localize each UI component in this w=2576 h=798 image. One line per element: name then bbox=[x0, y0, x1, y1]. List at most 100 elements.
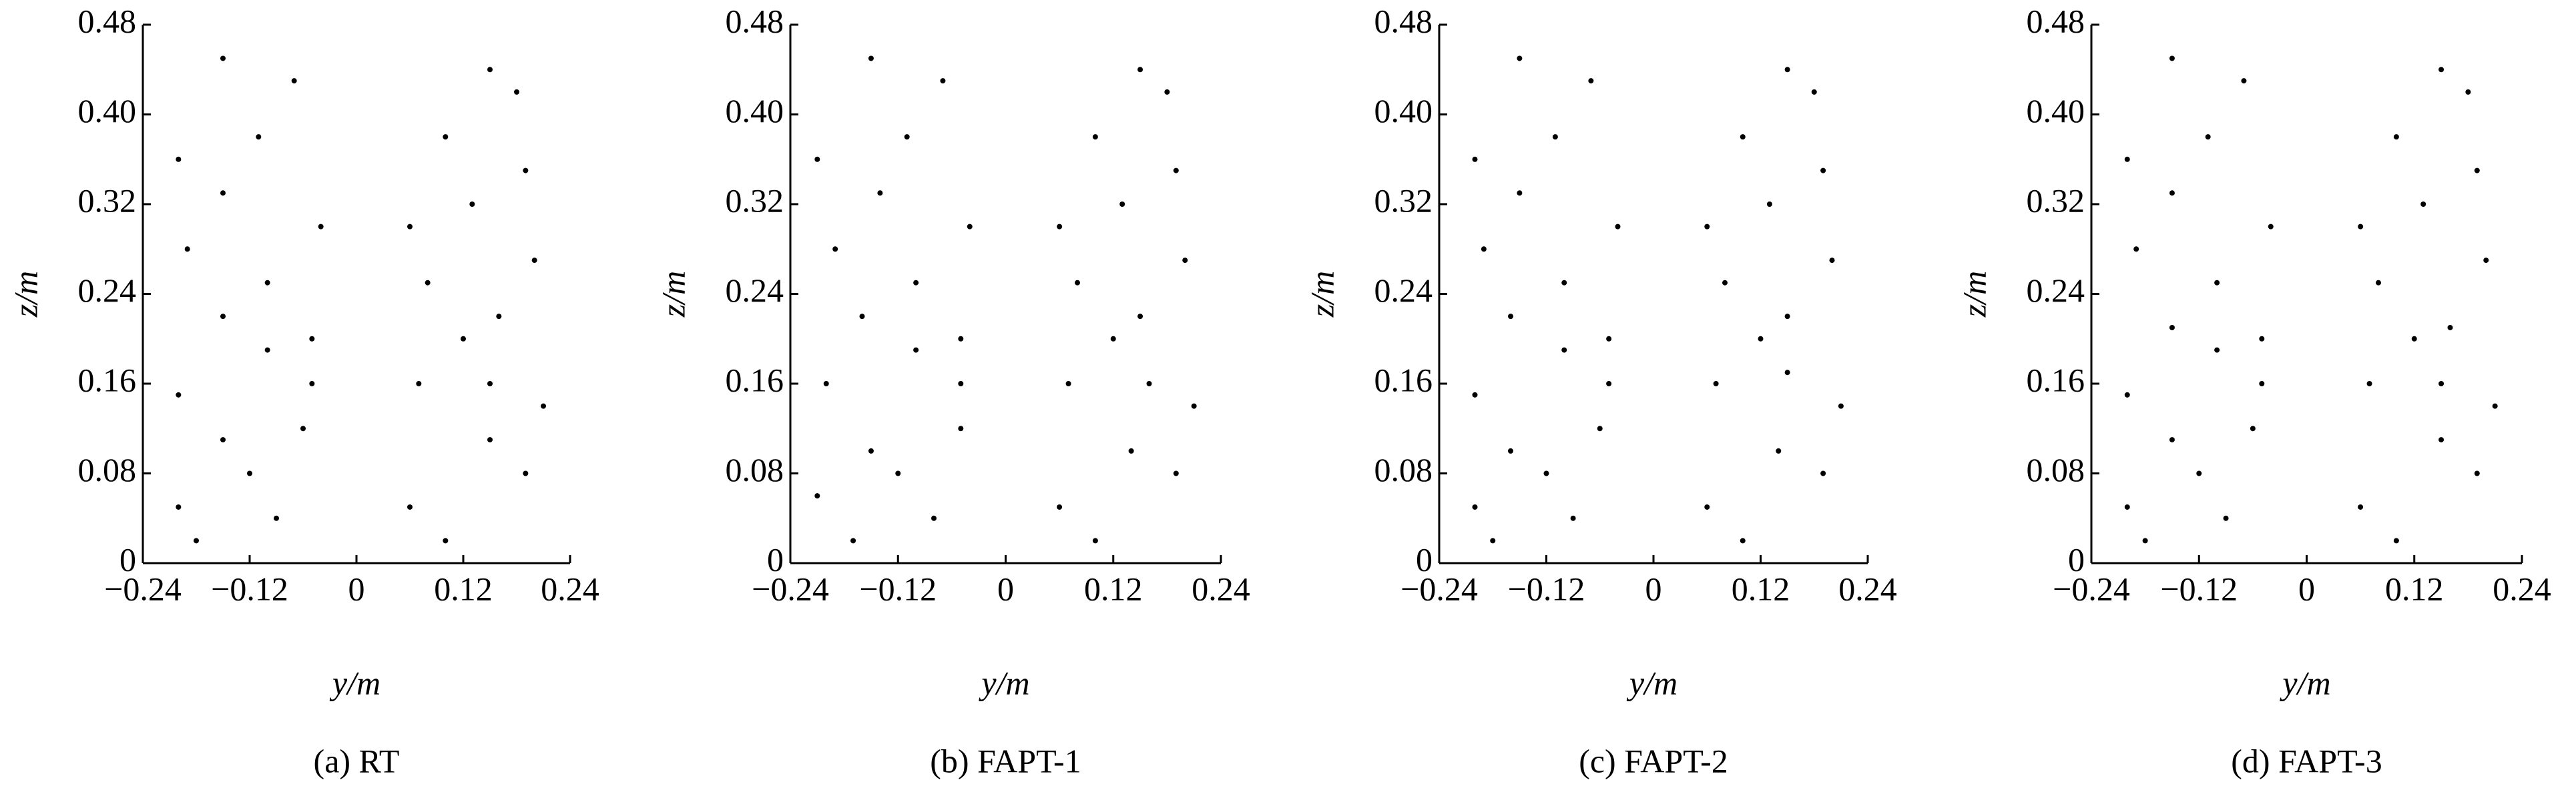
x-tick-label: −0.12 bbox=[1508, 570, 1585, 607]
point bbox=[1110, 336, 1116, 342]
point bbox=[1490, 538, 1496, 544]
point bbox=[1119, 202, 1125, 207]
x-tick-label: −0.24 bbox=[2053, 570, 2130, 607]
point bbox=[514, 89, 519, 95]
y-tick-label: 0 bbox=[767, 540, 784, 578]
point bbox=[1472, 504, 1478, 510]
point bbox=[1057, 224, 1063, 230]
point bbox=[487, 381, 493, 386]
x-tick-label: 0.12 bbox=[1084, 570, 1143, 607]
point bbox=[176, 504, 182, 510]
point bbox=[2169, 55, 2175, 61]
point bbox=[194, 538, 199, 544]
y-tick-label: 0.48 bbox=[78, 2, 137, 39]
point bbox=[1758, 336, 1764, 342]
y-tick-label: 0.32 bbox=[1374, 181, 1433, 219]
y-tick-label: 0.24 bbox=[2027, 272, 2085, 309]
x-tick-label: 0.12 bbox=[434, 570, 493, 607]
x-tick-label: 0 bbox=[997, 570, 1014, 607]
point bbox=[1820, 470, 1826, 476]
y-axis-label: z/m bbox=[1955, 271, 1993, 318]
point bbox=[247, 470, 252, 476]
point bbox=[2438, 381, 2444, 386]
point bbox=[309, 381, 315, 386]
point bbox=[407, 504, 413, 510]
point bbox=[2438, 67, 2444, 73]
point bbox=[531, 258, 537, 264]
point bbox=[1811, 89, 1817, 95]
y-tick-label: 0.16 bbox=[1374, 361, 1433, 398]
point bbox=[1722, 280, 1728, 286]
point bbox=[1552, 134, 1558, 140]
point bbox=[1481, 246, 1487, 252]
caption: (b) FAPT-1 bbox=[930, 742, 1081, 779]
point bbox=[2483, 258, 2489, 264]
x-tick-label: −0.24 bbox=[1400, 570, 1478, 607]
point bbox=[2214, 347, 2220, 353]
y-tick-label: 0.16 bbox=[2027, 361, 2085, 398]
point bbox=[877, 190, 883, 196]
point bbox=[2492, 403, 2498, 409]
point bbox=[300, 426, 306, 432]
point bbox=[1588, 78, 1594, 84]
point bbox=[1740, 134, 1746, 140]
point bbox=[291, 78, 297, 84]
point bbox=[176, 156, 182, 162]
point bbox=[2376, 280, 2381, 286]
point bbox=[1606, 381, 1612, 386]
point bbox=[416, 381, 422, 386]
point bbox=[487, 437, 493, 443]
x-tick-label: 0.12 bbox=[1732, 570, 1790, 607]
y-axis-label: z/m bbox=[654, 271, 692, 318]
y-axis-label: z/m bbox=[7, 271, 44, 318]
point bbox=[958, 426, 964, 432]
point bbox=[1570, 515, 1576, 521]
y-tick-label: 0.48 bbox=[1374, 2, 1433, 39]
point bbox=[913, 280, 919, 286]
point bbox=[2447, 324, 2453, 330]
point bbox=[2358, 224, 2364, 230]
y-tick-label: 0.32 bbox=[2027, 181, 2085, 219]
point bbox=[2393, 538, 2399, 544]
point bbox=[1057, 504, 1063, 510]
x-tick-label: −0.12 bbox=[2160, 570, 2238, 607]
y-tick-label: 0.40 bbox=[2027, 92, 2085, 129]
point bbox=[220, 437, 226, 443]
point bbox=[443, 538, 449, 544]
point bbox=[859, 314, 865, 320]
point bbox=[958, 381, 964, 386]
point bbox=[1075, 280, 1080, 286]
y-tick-label: 0.08 bbox=[2027, 451, 2085, 488]
point bbox=[541, 403, 546, 409]
point bbox=[523, 167, 529, 173]
point bbox=[1615, 224, 1621, 230]
point bbox=[823, 381, 829, 386]
point bbox=[274, 515, 279, 521]
point bbox=[814, 493, 820, 499]
x-axis-label: y/m bbox=[1626, 664, 1678, 701]
point bbox=[2196, 470, 2202, 476]
point bbox=[2366, 381, 2372, 386]
point bbox=[2420, 202, 2426, 207]
point bbox=[1146, 381, 1152, 386]
point bbox=[2124, 392, 2130, 398]
point bbox=[425, 280, 431, 286]
point bbox=[2223, 515, 2229, 521]
x-tick-label: 0.12 bbox=[2385, 570, 2444, 607]
x-tick-label: −0.12 bbox=[211, 570, 288, 607]
y-tick-label: 0.32 bbox=[78, 181, 137, 219]
y-tick-label: 0.24 bbox=[726, 272, 784, 309]
point bbox=[1606, 336, 1612, 342]
point bbox=[2124, 156, 2130, 162]
point bbox=[2358, 504, 2364, 510]
point bbox=[1508, 448, 1513, 454]
point bbox=[2169, 324, 2175, 330]
y-tick-label: 0.08 bbox=[726, 451, 784, 488]
point bbox=[2250, 426, 2256, 432]
point bbox=[469, 202, 475, 207]
point bbox=[832, 246, 838, 252]
point bbox=[2411, 336, 2417, 342]
point bbox=[2465, 89, 2471, 95]
point bbox=[220, 314, 226, 320]
point bbox=[1128, 448, 1134, 454]
